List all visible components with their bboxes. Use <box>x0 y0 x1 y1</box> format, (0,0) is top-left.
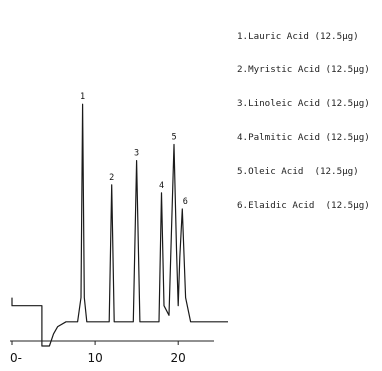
x-tick-label: 20 <box>171 351 186 365</box>
legend: 1.Lauric Acid (12.5μg) 2.Myristic Acid (… <box>237 8 370 223</box>
x-axis-tick-labels: 0- 10 20 <box>10 351 186 365</box>
legend-entry: 4.Palmitic Acid (12.5μg) <box>237 132 370 144</box>
x-tick-label: 0- <box>10 351 22 365</box>
trace-layer <box>11 103 228 347</box>
peak-label: 6 <box>183 197 188 207</box>
peak-label: 2 <box>109 173 114 183</box>
legend-entry: 5.Oleic Acid (12.5μg) <box>237 166 359 178</box>
legend-entry: 3.Linoleic Acid (12.5μg) <box>237 98 370 110</box>
peak-label: 1 <box>80 92 85 102</box>
x-axis-ticks <box>11 341 179 345</box>
peak-label: 3 <box>134 149 139 159</box>
x-tick-label: 10 <box>87 351 102 365</box>
legend-entry: 2.Myristic Acid (12.5μg) <box>237 64 370 76</box>
chromatogram-trace <box>11 103 228 347</box>
legend-entry: 1.Lauric Acid (12.5μg) <box>237 30 359 42</box>
legend-entry: 6.Elaidic Acid (12.5μg) <box>237 200 370 212</box>
peak-labels: 1 2 3 4 5 6 <box>80 92 188 207</box>
peak-label: 4 <box>159 181 164 191</box>
peak-label: 5 <box>171 133 176 143</box>
